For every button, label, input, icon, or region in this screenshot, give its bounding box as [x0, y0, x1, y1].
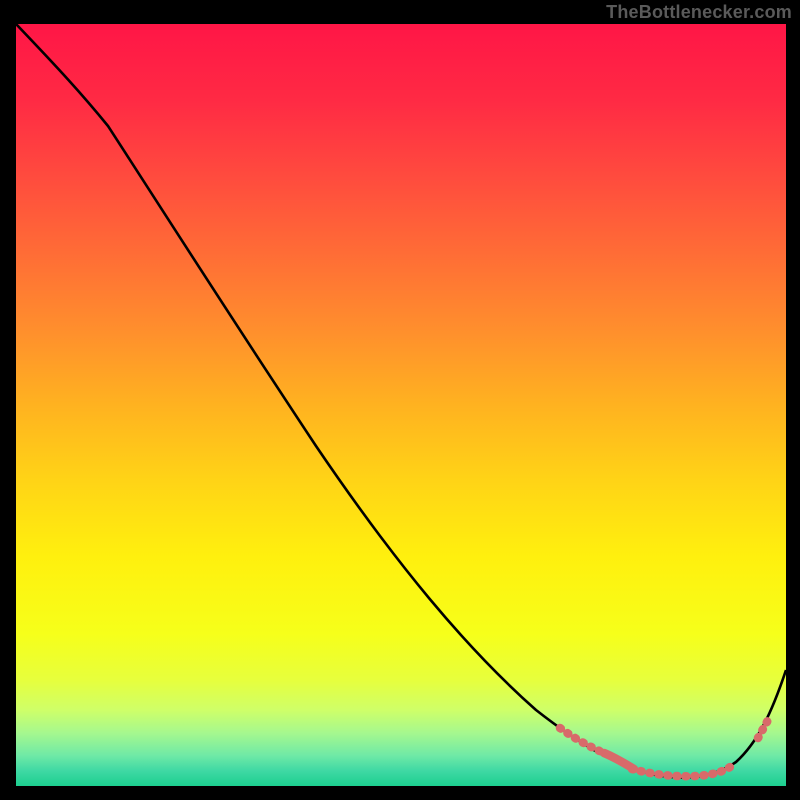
- chart-svg: [16, 24, 786, 786]
- plot-area: [16, 24, 786, 786]
- gradient-background: [16, 24, 786, 786]
- chart-container: TheBottlenecker.com: [0, 0, 800, 800]
- watermark-text: TheBottlenecker.com: [606, 2, 792, 23]
